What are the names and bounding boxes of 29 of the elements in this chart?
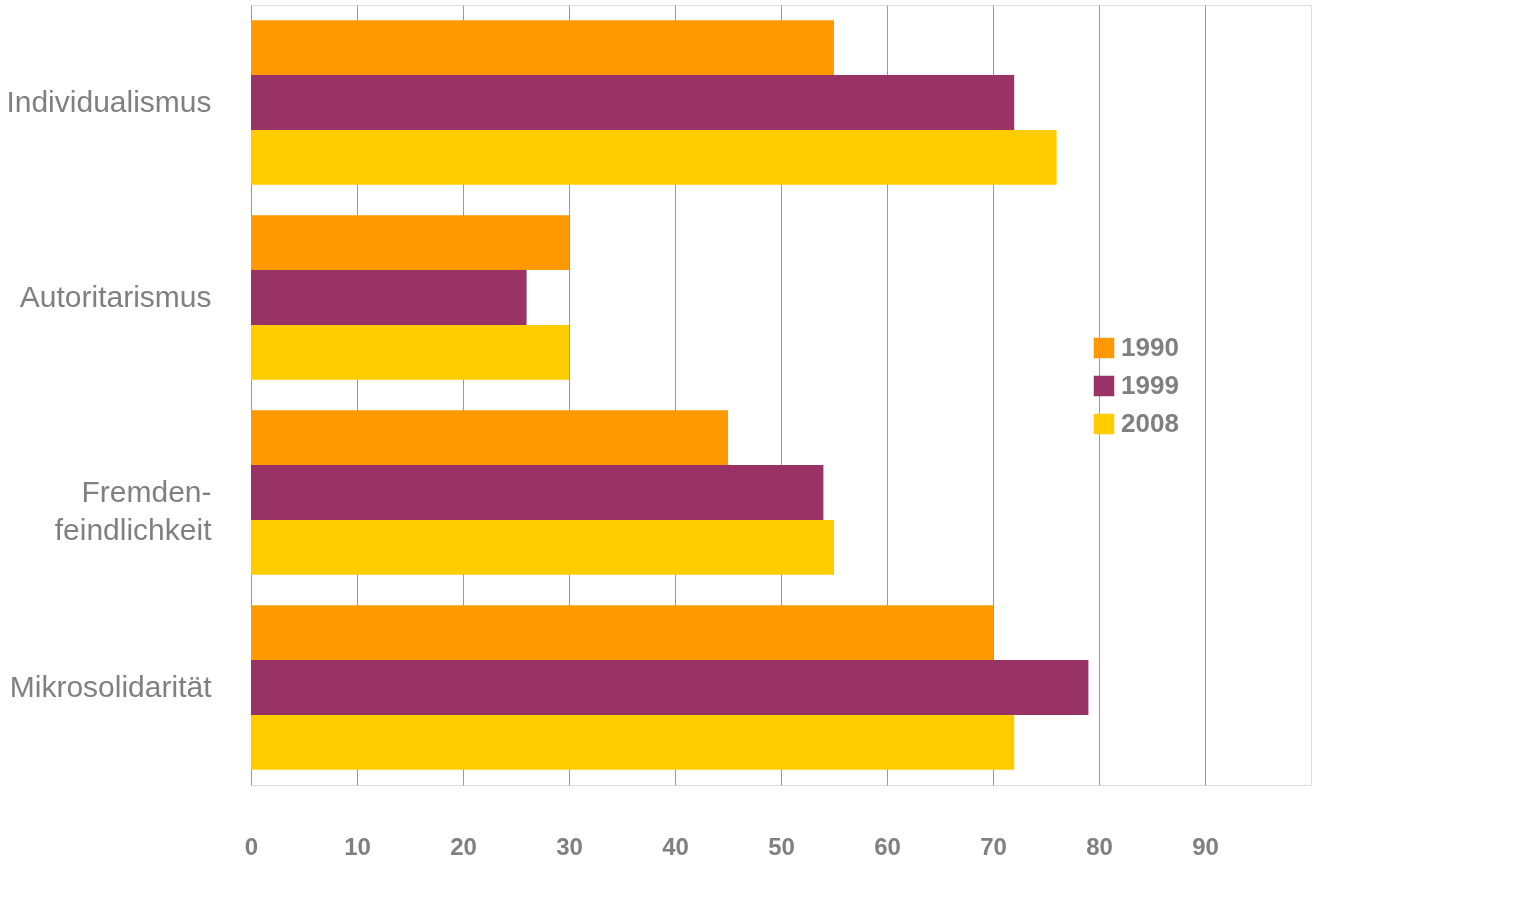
bar	[251, 605, 993, 661]
x-tick-label: 70	[980, 832, 1007, 860]
y-tick-label: Fremden- feindlichkeit	[54, 474, 213, 546]
bar	[251, 465, 824, 520]
x-tick-label: 40	[662, 832, 689, 860]
y-tick-label: Mikrosolidarität	[9, 669, 213, 703]
y-tick-label: Autoritarismus	[19, 279, 212, 313]
bar	[251, 270, 527, 325]
x-tick-label: 10	[344, 832, 371, 860]
bar	[251, 215, 569, 271]
bar	[251, 20, 834, 76]
bar	[251, 324, 569, 380]
bar	[251, 75, 1015, 130]
x-tick-label: 90	[1192, 832, 1219, 860]
x-tick-label: 0	[244, 832, 259, 860]
x-tick-label: 30	[556, 832, 583, 860]
x-tick-label: 20	[450, 832, 477, 860]
bar	[251, 410, 728, 466]
bar	[251, 660, 1089, 715]
x-tick-label: 60	[874, 832, 901, 860]
legend-label: 2008	[1121, 408, 1179, 438]
legend-label: 1990	[1121, 332, 1179, 362]
bar	[251, 519, 834, 575]
x-tick-label: 50	[768, 832, 795, 860]
y-tick-label: Individualismus	[6, 84, 212, 118]
bar	[251, 714, 1015, 770]
bar	[251, 129, 1057, 185]
legend-label: 1999	[1121, 370, 1179, 400]
x-tick-label: 80	[1086, 832, 1113, 860]
